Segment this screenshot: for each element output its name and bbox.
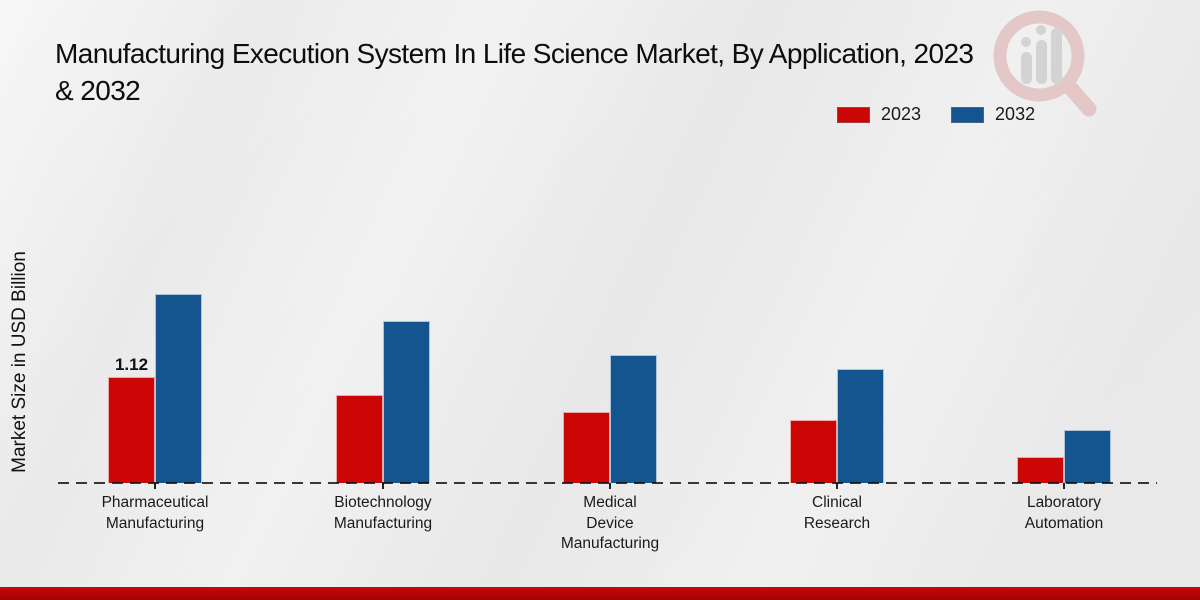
bottom-accent-strip — [0, 587, 1200, 600]
bar-value-label-2023-pharmaceutical-manufacturing: 1.12 — [114, 355, 149, 375]
bar-group-pharmaceutical-manufacturing: 1.12 — [108, 293, 202, 483]
x-axis-tick-pharmaceutical-manufacturing — [154, 483, 156, 489]
bar-2023-pharmaceutical-manufacturing: 1.12 — [108, 355, 155, 483]
bar-2023-medical-device-manufacturing — [563, 412, 610, 483]
legend-label-2032: 2032 — [995, 104, 1036, 124]
x-axis-tick-laboratory-automation — [1063, 483, 1065, 489]
bar-2032-clinical-research — [837, 369, 884, 483]
x-axis-label-pharmaceutical-manufacturing: Pharmaceutical Manufacturing — [101, 494, 209, 532]
bar-2032-pharmaceutical-manufacturing — [155, 293, 202, 483]
legend-swatch-2023-icon — [837, 106, 870, 123]
legend-item-2032: 2032 — [951, 104, 1035, 125]
bar-2032-laboratory-automation — [1064, 430, 1111, 483]
bar-2023-laboratory-automation — [1017, 457, 1064, 483]
x-axis-tick-biotechnology-manufacturing — [382, 483, 384, 489]
page-title-line-2: & 2032 — [55, 74, 141, 106]
bar-group-laboratory-automation — [1017, 430, 1111, 483]
y-axis-label: Market Size in USD Billion — [9, 251, 30, 473]
legend-item-2023: 2023 — [837, 104, 921, 125]
bar-2023-clinical-research — [790, 419, 837, 483]
bar-2032-biotechnology-manufacturing — [383, 321, 430, 483]
page-title: Manufacturing Execution System In Life S… — [55, 36, 974, 110]
magnifier-bar-chart-logo-icon — [993, 10, 1097, 117]
x-axis-label-clinical-research: Clinical Research — [803, 494, 871, 532]
chart-legend: 2023 2032 — [837, 104, 1035, 125]
bar-group-biotechnology-manufacturing — [336, 321, 430, 483]
legend-swatch-2032-icon — [951, 106, 985, 123]
legend-label-2023: 2023 — [881, 104, 922, 124]
bar-2023-biotechnology-manufacturing — [336, 395, 383, 483]
bar-group-medical-device-manufacturing — [563, 355, 657, 483]
x-axis-label-medical-device-manufacturing: Medical Device Manufacturing — [560, 494, 660, 553]
x-axis-tick-medical-device-manufacturing — [609, 483, 611, 489]
x-axis-label-laboratory-automation: Laboratory Automation — [1024, 494, 1104, 532]
x-axis-label-biotechnology-manufacturing: Biotechnology Manufacturing — [333, 494, 433, 532]
bar-2032-medical-device-manufacturing — [610, 355, 657, 483]
bar-group-clinical-research — [790, 369, 884, 483]
page-title-line-1: Manufacturing Execution System In Life S… — [55, 38, 974, 69]
x-axis-tick-clinical-research — [836, 483, 838, 489]
